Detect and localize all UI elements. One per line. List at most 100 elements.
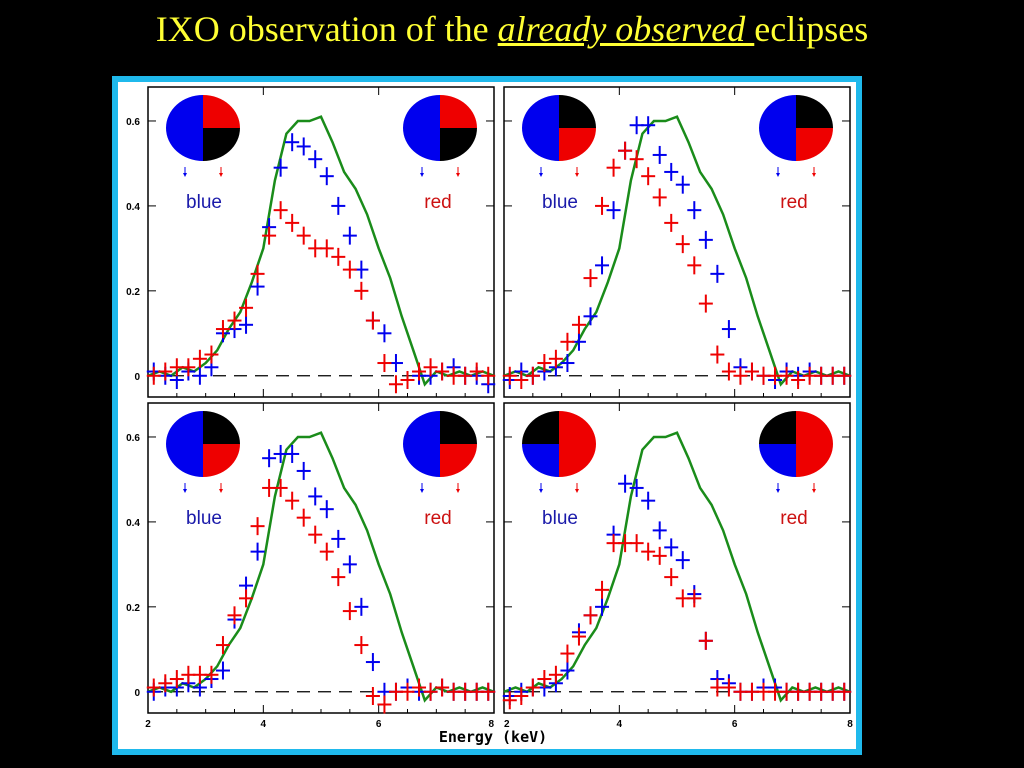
arrow-head xyxy=(420,173,424,177)
label-blue: blue xyxy=(542,192,578,213)
blue-data-point xyxy=(285,133,300,152)
red-data-point xyxy=(365,687,380,706)
red-data-point xyxy=(146,678,161,697)
red-data-point xyxy=(204,345,219,364)
title-emphasis: already observed xyxy=(497,9,755,49)
blue-data-point xyxy=(319,167,334,186)
red-data-point xyxy=(721,362,736,381)
eclipse-quadrant xyxy=(759,444,796,477)
eclipse-quadrant xyxy=(440,95,477,128)
red-data-point xyxy=(377,695,392,714)
eclipse-quadrant xyxy=(759,95,796,128)
red-data-point xyxy=(273,201,288,220)
blue-data-point xyxy=(250,542,265,561)
red-data-point xyxy=(181,358,196,377)
y-tick-label: 0.2 xyxy=(126,287,140,298)
arrow-head xyxy=(219,489,223,493)
eclipse-quadrant xyxy=(440,128,477,161)
title-prefix: IXO observation of the xyxy=(155,9,498,49)
blue-data-point xyxy=(342,226,357,245)
red-data-point xyxy=(458,366,473,385)
red-data-point xyxy=(342,602,357,621)
x-tick-label: 2 xyxy=(145,719,151,730)
blue-data-point xyxy=(273,158,288,177)
y-tick-label: 0.4 xyxy=(126,202,140,213)
red-data-point xyxy=(721,678,736,697)
red-data-point xyxy=(192,349,207,368)
red-data-point xyxy=(158,362,173,381)
red-data-point xyxy=(698,294,713,313)
red-data-point xyxy=(641,542,656,561)
blue-data-point xyxy=(192,366,207,385)
red-data-point xyxy=(273,478,288,497)
eclipse-diagram-right xyxy=(759,95,833,177)
eclipse-quadrant xyxy=(166,411,203,444)
arrow-head xyxy=(539,489,543,493)
eclipse-quadrant xyxy=(403,95,440,128)
red-data-point xyxy=(837,682,852,701)
blue-data-point xyxy=(377,324,392,343)
eclipse-diagram-right xyxy=(403,95,477,177)
arrow-head xyxy=(575,173,579,177)
red-data-point xyxy=(502,691,517,710)
red-data-point xyxy=(319,542,334,561)
x-tick-label: 4 xyxy=(261,719,267,730)
red-data-point xyxy=(285,213,300,232)
label-blue: blue xyxy=(186,508,222,529)
label-red: red xyxy=(424,508,451,529)
blue-data-point xyxy=(560,661,575,680)
arrow-head xyxy=(183,489,187,493)
red-data-point xyxy=(423,682,438,701)
red-data-point xyxy=(652,188,667,207)
red-data-point xyxy=(435,678,450,697)
blue-data-point xyxy=(641,491,656,510)
eclipse-quadrant xyxy=(796,444,833,477)
red-data-point xyxy=(296,226,311,245)
eclipse-quadrant xyxy=(796,128,833,161)
eclipse-quadrant xyxy=(403,411,440,444)
red-data-point xyxy=(502,366,517,385)
red-data-point xyxy=(560,644,575,663)
x-tick-label: 8 xyxy=(488,719,494,730)
y-tick-label: 0.6 xyxy=(126,117,140,128)
arrow-head xyxy=(776,173,780,177)
blue-data-point xyxy=(687,201,702,220)
label-blue: blue xyxy=(542,508,578,529)
x-tick-label: 4 xyxy=(617,719,623,730)
blue-data-point xyxy=(618,474,633,493)
x-tick-label: 2 xyxy=(504,719,510,730)
blue-data-point xyxy=(606,201,621,220)
red-data-point xyxy=(548,665,563,684)
blue-data-point xyxy=(296,461,311,480)
blue-data-point xyxy=(365,653,380,672)
panel-bottom-right: 2 4 6 8 blue red xyxy=(502,402,853,730)
red-data-point xyxy=(687,256,702,275)
eclipse-quadrant xyxy=(440,444,477,477)
red-data-point xyxy=(687,589,702,608)
panel-top-left: 0 0.2 0.4 0.6 blue red xyxy=(126,86,496,398)
red-data-point xyxy=(583,269,598,288)
slide-title: IXO observation of the already observed … xyxy=(0,8,1024,50)
red-data-point xyxy=(571,627,586,646)
red-data-point xyxy=(239,298,254,317)
red-data-point xyxy=(664,568,679,587)
blue-data-point xyxy=(652,521,667,540)
red-data-point xyxy=(560,332,575,351)
blue-data-point xyxy=(721,320,736,339)
red-data-point xyxy=(837,366,852,385)
eclipse-quadrant xyxy=(403,128,440,161)
red-data-point xyxy=(641,167,656,186)
y-tick-label: 0 xyxy=(134,688,140,699)
eclipse-diagram-left xyxy=(166,411,240,493)
red-data-point xyxy=(169,670,184,689)
red-data-point xyxy=(525,366,540,385)
blue-data-point xyxy=(595,256,610,275)
red-data-point xyxy=(342,260,357,279)
red-data-point xyxy=(779,366,794,385)
red-data-point xyxy=(412,678,427,697)
y-tick-label: 0 xyxy=(134,372,140,383)
red-data-point xyxy=(469,362,484,381)
blue-data-point xyxy=(331,196,346,215)
label-blue: blue xyxy=(186,192,222,213)
red-data-point xyxy=(537,354,552,373)
